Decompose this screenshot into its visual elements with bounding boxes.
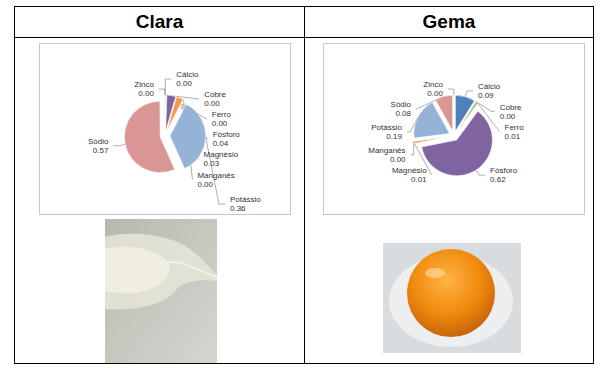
svg-text:0.00: 0.00 [197, 180, 213, 189]
svg-text:0.36: 0.36 [230, 204, 246, 213]
svg-text:Ferro: Ferro [505, 123, 525, 132]
svg-text:0.01: 0.01 [411, 175, 427, 184]
svg-text:0.03: 0.03 [204, 159, 220, 168]
svg-text:Sódio: Sódio [88, 137, 109, 146]
svg-text:0.00: 0.00 [138, 89, 154, 98]
svg-text:Zinco: Zinco [423, 80, 443, 89]
svg-text:0.08: 0.08 [395, 109, 411, 118]
html-text:Gema: Gema [422, 11, 476, 32]
svg-text:0.00: 0.00 [176, 79, 192, 88]
svg-text:Potássio: Potássio [371, 123, 402, 132]
svg-text:Magnésio: Magnésio [392, 166, 427, 175]
svg-text:0.00: 0.00 [427, 89, 443, 98]
svg-text:0.62: 0.62 [490, 175, 506, 184]
svg-text:0.01: 0.01 [505, 132, 521, 141]
svg-text:Sódio: Sódio [391, 100, 412, 109]
svg-text:0.04: 0.04 [213, 139, 229, 148]
svg-text:Manganês: Manganês [197, 171, 234, 180]
svg-text:Cobre: Cobre [500, 103, 522, 112]
svg-text:0.57: 0.57 [93, 146, 109, 155]
svg-text:Cálcio: Cálcio [176, 70, 199, 79]
svg-text:Manganês: Manganês [368, 146, 405, 155]
svg-text:Fósforo: Fósforo [490, 166, 518, 175]
svg-text:Cálcio: Cálcio [478, 82, 501, 91]
svg-text:Magnésio: Magnésio [204, 150, 239, 159]
svg-text:Potássio: Potássio [230, 195, 261, 204]
svg-text:0.09: 0.09 [478, 91, 494, 100]
svg-text:0.00: 0.00 [212, 119, 228, 128]
svg-text:0.00: 0.00 [204, 99, 220, 108]
svg-text:0.19: 0.19 [386, 132, 402, 141]
svg-text:Zinco: Zinco [134, 80, 154, 89]
svg-text:0.00: 0.00 [500, 112, 516, 121]
svg-text:Fósforo: Fósforo [213, 130, 241, 139]
html-text:Clara: Clara [135, 11, 184, 32]
svg-text:0.00: 0.00 [390, 155, 406, 164]
svg-text:Cobre: Cobre [204, 90, 226, 99]
svg-text:Ferro: Ferro [212, 110, 232, 119]
